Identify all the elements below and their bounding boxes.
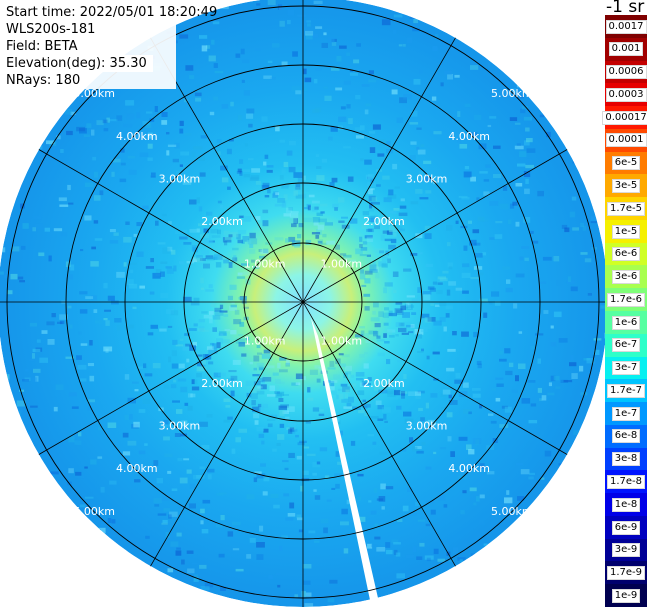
colorbar-cell: 3e-9 xyxy=(605,538,647,562)
colorbar-tick-label: 1.7e-8 xyxy=(606,475,646,489)
colorbar-cell: 1.7e-6 xyxy=(605,288,647,312)
colorbar-cell: 0.0001 xyxy=(605,128,647,153)
colorbar-tick-label: 1e-7 xyxy=(611,406,641,421)
colorbar-cell: 3e-8 xyxy=(605,447,647,471)
colorbar-tick-label: 0.0017 xyxy=(605,19,647,34)
nrays-text: NRays: 180 xyxy=(6,73,81,88)
colorbar-tick-label: 1.7e-7 xyxy=(606,383,646,398)
colorbar-cell: 1e-6 xyxy=(605,311,647,335)
azimuth-spokes xyxy=(0,0,605,607)
colorbar-cell: 0.0006 xyxy=(605,60,647,84)
range-ring-label: 2.00km xyxy=(201,215,243,228)
colorbar-cell: 1e-7 xyxy=(605,402,647,426)
colorbar-tick-label: 3e-8 xyxy=(611,452,641,467)
colorbar-cell: 0.0017 xyxy=(605,15,647,39)
colorbar-tick-label: 0.0003 xyxy=(605,87,647,102)
colorbar-tick-label: 1e-8 xyxy=(611,497,641,512)
range-ring-label: 5.00km xyxy=(73,505,115,518)
colorbar-tick-label: 6e-5 xyxy=(611,156,641,171)
colorbar-cell: 3e-6 xyxy=(605,265,647,289)
azimuth-spoke xyxy=(150,37,456,567)
colorbar-cell: 1e-5 xyxy=(605,219,647,244)
start-time-text: Start time: 2022/05/01 18:20:49 xyxy=(6,5,218,20)
range-ring-label: 3.00km xyxy=(406,172,448,185)
colorbar-cell: 1.7e-5 xyxy=(605,197,647,221)
colorbar: 0.0017 0.001 0.0006 0.0003 0.00017 0.0001 6e-5… xyxy=(602,15,647,607)
colorbar-tick-label: 0.0006 xyxy=(605,65,647,80)
colorbar-cell: 1e-9 xyxy=(605,584,647,607)
range-ring-label: 4.00km xyxy=(116,462,158,475)
colorbar-unit-title: -1 sr xyxy=(606,0,645,17)
colorbar-cell: 3e-5 xyxy=(605,174,647,198)
colorbar-tick-label: 3e-9 xyxy=(611,543,641,558)
colorbar-tick-label: 1.7e-5 xyxy=(606,201,646,216)
colorbar-cell: 1.7e-9 xyxy=(605,561,647,585)
scan-info-panel: Start time: 2022/05/01 18:20:49 WLS200s-… xyxy=(0,0,218,89)
range-ring-label: 1.00km xyxy=(321,334,363,347)
range-ring-label: 5.00km xyxy=(73,87,115,100)
colorbar-tick-label: 0.0001 xyxy=(605,133,647,148)
range-ring-label: 2.00km xyxy=(201,377,243,390)
colorbar-cell: 1e-8 xyxy=(605,493,647,517)
colorbar-tick-label: 6e-6 xyxy=(611,247,641,262)
device-name-text: WLS200s-181 xyxy=(6,22,96,37)
elevation-text: Elevation(deg): 35.30 xyxy=(6,55,153,72)
colorbar-tick-label: 3e-7 xyxy=(611,361,641,376)
range-ring-labels: 1.00km 1.00km 1.00km 1.00km 2.00km 2.00km 2.00… xyxy=(73,87,532,518)
colorbar-cell: 1.7e-8 xyxy=(605,470,647,494)
missing-ray-gap xyxy=(311,318,378,600)
range-ring-label: 4.00km xyxy=(448,130,490,143)
colorbar-cell: 6e-9 xyxy=(605,515,647,540)
colorbar-cell: 6e-8 xyxy=(605,424,647,449)
field-text: Field: BETA xyxy=(6,39,78,54)
range-ring-label: 3.00km xyxy=(406,420,448,433)
colorbar-tick-label: 1.7e-9 xyxy=(606,566,646,581)
range-ring-label: 5.00km xyxy=(491,505,533,518)
colorbar-tick-label: 6e-8 xyxy=(611,429,641,444)
colorbar-tick-label: 1e-5 xyxy=(611,224,641,239)
colorbar-cell: 3e-7 xyxy=(605,356,647,380)
colorbar-tick-label: 1e-9 xyxy=(611,588,641,603)
colorbar-tick-label: 0.00017 xyxy=(602,110,647,125)
colorbar-tick-label: 3e-5 xyxy=(611,179,641,193)
range-ring-label: 3.00km xyxy=(159,420,201,433)
range-ring-label: 1.00km xyxy=(244,334,286,347)
colorbar-cell: 6e-6 xyxy=(605,242,647,266)
colorbar-cell: 0.00017 xyxy=(602,106,647,130)
range-ring-label: 2.00km xyxy=(363,377,405,390)
colorbar-tick-label: 3e-6 xyxy=(611,270,641,285)
colorbar-tick-label: 6e-9 xyxy=(611,520,641,535)
colorbar-cell: 6e-7 xyxy=(605,333,647,358)
colorbar-tick-label: 0.001 xyxy=(608,42,644,57)
colorbar-tick-label: 6e-7 xyxy=(611,338,641,353)
range-ring-label: 5.00km xyxy=(491,87,533,100)
ppi-scan-plot: 1.00km 1.00km 1.00km 1.00km 2.00km 2.00km 2.00… xyxy=(0,0,605,607)
range-ring-label: 1.00km xyxy=(321,258,363,271)
colorbar-tick-label: 1.7e-6 xyxy=(606,292,646,307)
range-ring-label: 1.00km xyxy=(244,258,286,271)
colorbar-tick-label: 1e-6 xyxy=(611,315,641,330)
range-ring-label: 3.00km xyxy=(159,172,201,185)
colorbar-cell: 1.7e-7 xyxy=(605,379,647,403)
colorbar-cell: 0.0003 xyxy=(605,83,647,107)
range-ring-label: 4.00km xyxy=(116,130,158,143)
range-ring-label: 2.00km xyxy=(363,215,405,228)
colorbar-cell: 0.001 xyxy=(605,37,647,62)
colorbar-cell: 6e-5 xyxy=(605,151,647,175)
range-ring-label: 4.00km xyxy=(448,462,490,475)
